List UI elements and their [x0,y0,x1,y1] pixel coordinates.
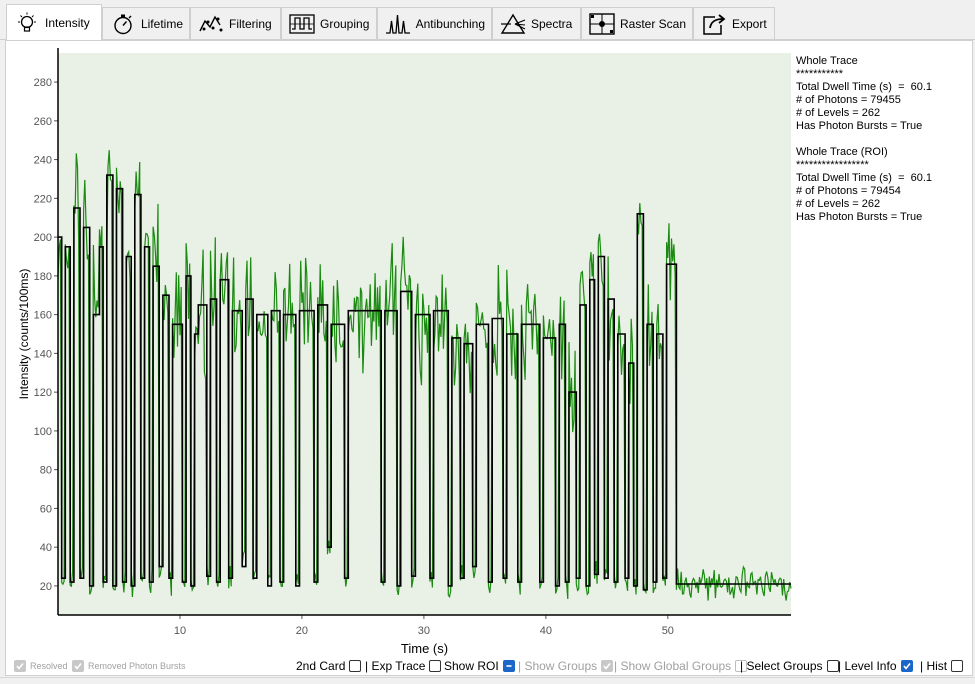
tab-lifetime[interactable]: Lifetime [102,7,190,39]
checkmark-icon [601,660,614,672]
y-tick-label: 160 [34,310,52,322]
stopwatch-icon [109,12,137,36]
hist-label: | Hist [920,659,948,673]
info-roi-levels: # of Levels = 262 [796,198,881,210]
hist-checkbox[interactable]: | Hist [920,656,964,676]
info-whole-bursts: Has Photon Bursts = True [796,120,923,132]
tab-lifetime-label: Lifetime [140,16,183,31]
resolved-checkbox[interactable]: Resolved [14,656,68,676]
y-tick-label: 40 [40,542,52,554]
intensity-trace-line [57,150,792,601]
checkmark-icon [900,660,913,672]
x-tick-label: 40 [540,625,552,637]
info-whole-levels: # of Levels = 262 [796,107,881,119]
removed-photon-bursts-checkbox[interactable]: Removed Photon Bursts [72,656,186,676]
raster-scan-icon [588,12,616,36]
tab-intensity[interactable]: Intensity [6,4,102,40]
show-roi-checkbox[interactable]: Show ROI [444,656,515,676]
x-tick-label: 30 [418,625,430,637]
checkbox-box [735,660,748,672]
tab-spectra[interactable]: Spectra [492,7,581,39]
y-axis-label: Intensity (counts/100ms) [17,269,31,400]
checkmark-icon [14,660,26,672]
intensity-trace-chart[interactable]: 20 40 60 80 100 120 140 160 180 200 220 240 260 280 10… [0,40,975,665]
info-roi-bursts: Has Photon Bursts = True [796,211,923,223]
tab-raster-scan[interactable]: Raster Scan [581,7,693,39]
checkbox-box [951,660,964,672]
partial-check-icon [502,660,515,672]
info-roi-dwell: Total Dwell Time (s) = 60.1 [796,172,933,184]
y-tick-label: 140 [34,348,52,360]
tab-grouping-label: Grouping [320,16,370,31]
y-tick-label: 80 [40,465,52,477]
filter-funnel-icon [197,12,225,36]
second-card-label: 2nd Card [296,659,346,673]
info-whole-dwell: Total Dwell Time (s) = 60.1 [796,81,933,93]
y-tick-label: 260 [34,116,52,128]
show-groups-checkbox[interactable]: | Show Groups [518,656,614,676]
tab-spectra-label: Spectra [531,16,573,31]
y-tick-label: 220 [34,193,52,205]
x-axis-label: Time (s) [401,641,448,656]
tab-bar: Intensity Lifetime Filtering Grouping An… [0,0,975,40]
show-global-groups-checkbox[interactable]: | Show Global Groups [614,656,748,676]
exp-trace-label: | Exp Trace [365,659,426,673]
show-roi-label: Show ROI [444,659,499,673]
export-icon [700,12,728,36]
y-tick-label: 180 [34,271,52,283]
info-whole-title: Whole Trace [796,55,858,67]
y-tick-label: 240 [34,155,52,167]
bottom-divider [0,677,975,678]
tab-export-label: Export [732,16,767,31]
lightbulb-icon [13,11,41,35]
resolved-label: Resolved [30,661,68,671]
x-tick-label: 10 [174,625,186,637]
info-whole-rule: *********** [796,68,844,80]
select-groups-label: | Select Groups [740,659,823,673]
y-tick-label: 120 [34,387,52,399]
info-roi-photons: # of Photons = 79454 [796,185,901,197]
tab-bar-divider [0,39,975,40]
level-info-checkbox[interactable]: | Level Info [838,656,913,676]
prism-icon [499,12,527,36]
exp-trace-checkbox[interactable]: | Exp Trace [365,656,442,676]
tab-intensity-label: Intensity [45,15,90,30]
tab-filtering[interactable]: Filtering [190,7,281,39]
removed-photon-bursts-label: Removed Photon Bursts [88,661,186,671]
info-roi-title: Whole Trace (ROI) [796,146,888,158]
x-tick-label: 20 [296,625,308,637]
checkbox-box [826,660,839,672]
show-groups-label: | Show Groups [518,659,598,673]
resolved-levels-line [58,174,791,591]
tab-filtering-label: Filtering [229,16,272,31]
second-card-checkbox[interactable]: 2nd Card [296,656,362,676]
checkmark-icon [72,660,84,672]
y-tick-label: 100 [34,426,52,438]
y-tick-label: 60 [40,503,52,515]
info-whole-photons: # of Photons = 79455 [796,94,901,106]
select-groups-checkbox[interactable]: | Select Groups [740,656,839,676]
tab-grouping[interactable]: Grouping [281,7,377,39]
plot-options-bar: Resolved Removed Photon Bursts 2nd Card … [0,656,975,678]
checkbox-box [429,660,442,672]
tab-raster-scan-label: Raster Scan [619,16,687,31]
tab-export[interactable]: Export [693,7,775,39]
tab-antibunching[interactable]: Antibunching [377,7,492,39]
antibunching-peaks-icon [384,12,412,36]
x-tick-label: 50 [662,625,674,637]
grouping-icon [288,12,316,36]
y-tick-label: 280 [34,77,52,89]
checkbox-box [349,660,362,672]
level-info-label: | Level Info [838,659,897,673]
y-tick-label: 20 [40,581,52,593]
y-tick-label: 200 [34,232,52,244]
tab-antibunching-label: Antibunching [415,16,485,31]
show-global-groups-label: | Show Global Groups [614,659,732,673]
info-roi-rule: ***************** [796,159,869,171]
trace-info-panel: Whole Trace *********** Total Dwell Time… [796,55,971,224]
